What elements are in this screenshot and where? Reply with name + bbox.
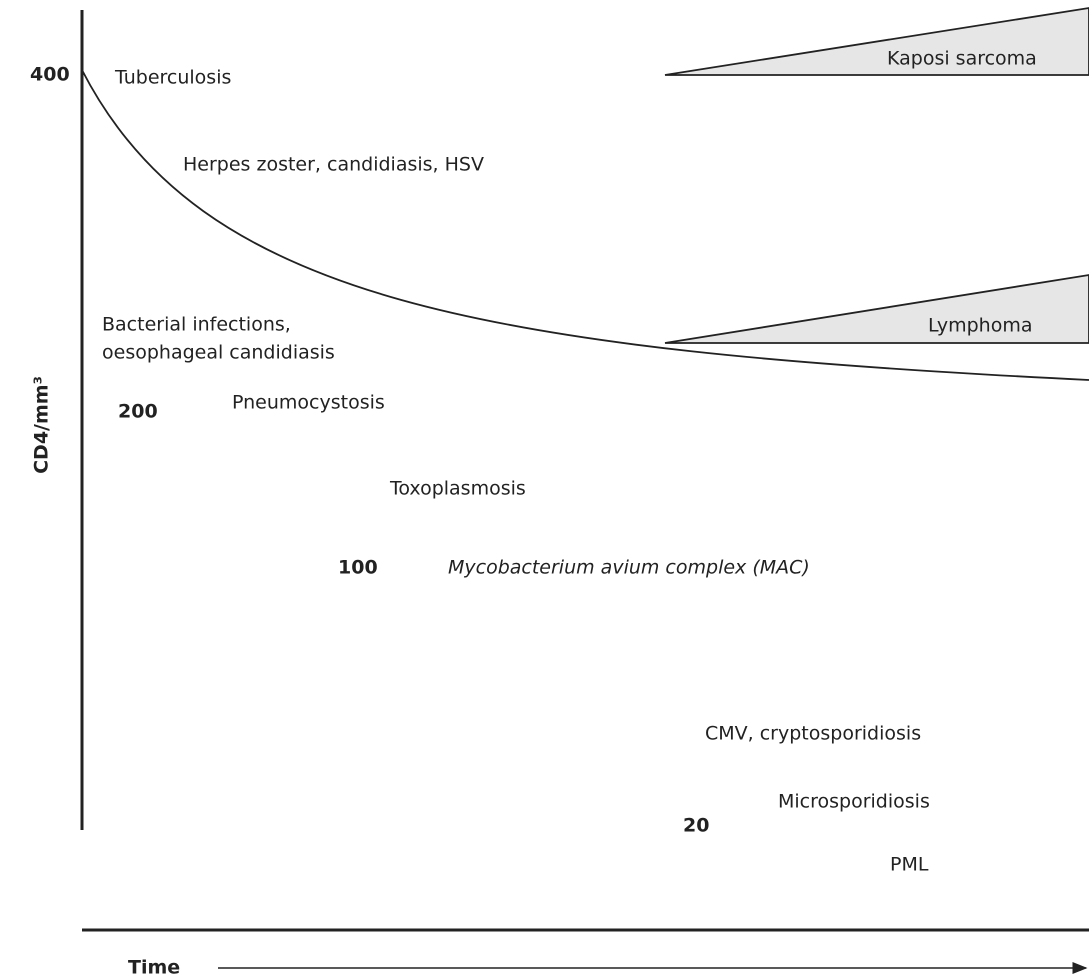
- condition: Mycobacterium avium complex (MAC): [448, 557, 810, 579]
- cd4-curve: [81, 69, 1089, 381]
- y-axis-label: CD4/mm³: [31, 376, 53, 474]
- condition: oesophageal candidiasis: [102, 342, 335, 364]
- kaposi-band: [664, 7, 1089, 76]
- band-label: Lymphoma: [928, 315, 1032, 337]
- level-label: 20: [683, 815, 709, 837]
- condition: CMV, cryptosporidiosis: [705, 723, 921, 745]
- x-axis-label: Time: [128, 957, 180, 979]
- level-label: 400: [30, 64, 70, 86]
- condition: Herpes zoster, candidiasis, HSV: [183, 154, 484, 176]
- condition: Microsporidiosis: [778, 791, 930, 813]
- lymphoma-band: [664, 274, 1089, 344]
- condition: PML: [890, 854, 929, 876]
- condition: Tuberculosis: [114, 67, 231, 89]
- condition: Bacterial infections,: [102, 314, 291, 336]
- condition: Pneumocystosis: [232, 392, 385, 414]
- condition: Toxoplasmosis: [389, 478, 526, 500]
- level-label: 200: [118, 401, 158, 423]
- level-label: 100: [338, 557, 378, 579]
- band-label: Kaposi sarcoma: [887, 48, 1037, 70]
